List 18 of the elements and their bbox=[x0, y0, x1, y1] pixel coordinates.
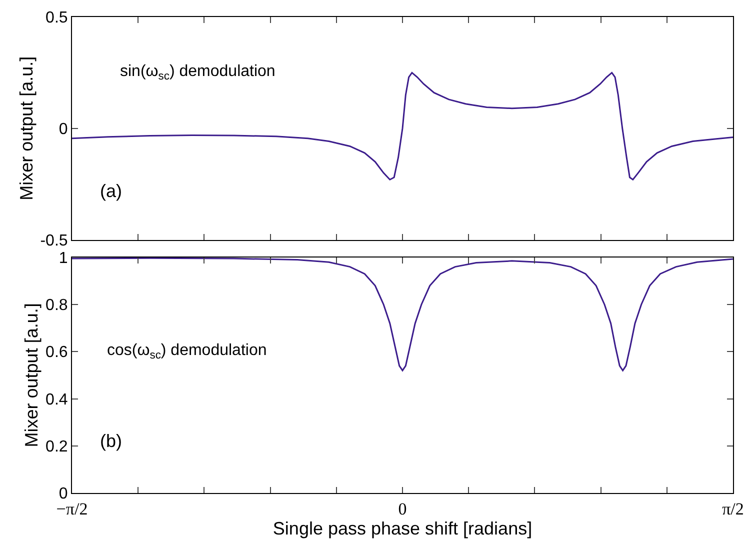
y-tick-label: 1 bbox=[58, 250, 68, 267]
y-tick-label: -0.5 bbox=[40, 232, 68, 250]
annotation: (b) bbox=[100, 431, 122, 451]
annotation: (a) bbox=[100, 181, 122, 201]
annotation: sin(ω$_{sc}$) demodulation bbox=[120, 63, 276, 82]
x-tick-label: π/2 bbox=[722, 499, 744, 518]
x-axis-title: Single pass phase shift [radians] bbox=[272, 518, 532, 538]
line-series bbox=[72, 257, 733, 372]
y-axis-title: Mixer output [a.u.] bbox=[16, 56, 36, 200]
y-tick-label: 0.6 bbox=[46, 344, 68, 362]
y-tick-label: 0.2 bbox=[46, 438, 68, 456]
x-tick-label: 0 bbox=[398, 499, 407, 518]
y-axis-title: Mixer output [a.u.] bbox=[22, 303, 42, 448]
y-tick-label: 0.4 bbox=[46, 391, 68, 408]
annotation: cos(ω$_{sc}$) demodulation bbox=[107, 342, 267, 362]
y-tick-label: 0 bbox=[58, 120, 68, 138]
y-tick-label: 0.8 bbox=[46, 297, 68, 314]
y-tick-label: 0.5 bbox=[46, 10, 68, 27]
